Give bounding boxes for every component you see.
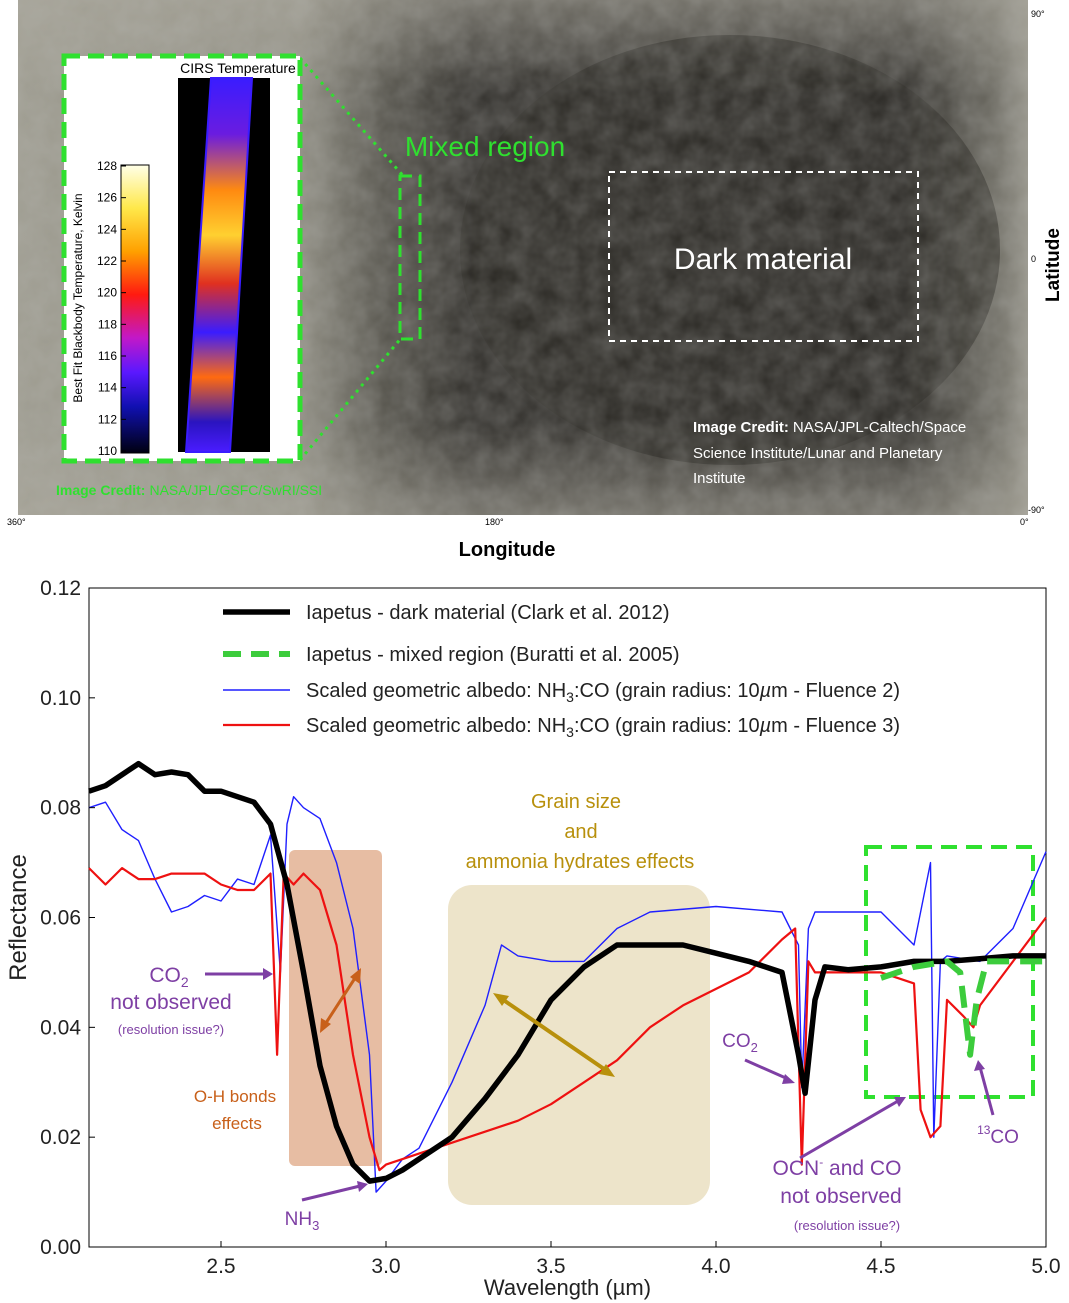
colorbar-tick-label: 122 [97,254,117,268]
lat-tick-0: 0 [1031,254,1036,264]
co2-not-observed-label-2: not observed [110,991,231,1014]
map-panel: Dark material Mixed region CIRS Temperat… [7,0,1064,561]
latitude-label: Latitude [1043,228,1064,302]
nh3-arrow [301,1184,361,1202]
colorbar-ticks: 128 126 124 122 120 118 116 114 112 110 [97,159,126,458]
ocn-arrowhead [894,1097,906,1107]
annotation-arrows [205,968,995,1202]
co13-arrow [978,1066,995,1116]
colorbar-tick-label: 116 [98,349,117,363]
series-layer [88,760,1047,1193]
oh-bonds-label-2: effects [212,1114,262,1133]
map-credit-line-3: Institute [693,470,746,487]
nh3-arrowhead [357,1181,368,1192]
zoom-line-top [298,57,407,179]
legend-label: Iapetus - dark material (Clark et al. 20… [306,602,670,624]
co2-arrowhead [263,968,273,980]
grain-size-label-1: Grain size [531,791,621,813]
ocn-arrow [799,1099,899,1160]
map-credit-line-2: Science Institute/Lunar and Planetary [693,445,943,462]
lat-tick-minus90: -90° [1028,505,1045,515]
longitude-label: Longitude [459,539,556,561]
x-axis-label: Wavelength (µm) [484,1275,651,1300]
colorbar-tick-label: 118 [98,317,117,331]
co2-band-arrow [744,1058,789,1081]
inset-title: CIRS Temperature [180,60,296,76]
y-tick-label: 0.10 [40,687,81,710]
dark-material-box [608,171,919,342]
colorbar-tick-label: 124 [97,222,117,236]
grain-size-arrowhead-left [493,993,509,1006]
series-line-3 [88,796,1047,1193]
grain-size-label-2: and [564,821,597,843]
colorbar-tick-label: 128 [97,159,117,173]
cirs-temperature-strip [184,77,254,453]
colorbar-tick-label: 110 [98,444,117,458]
inset-credit: Image Credit: NASA/JPL/GSFC/SwRI/SSI [56,482,322,498]
map-credit-line-1: Image Credit: NASA/JPL-Caltech/Space [693,419,966,436]
mixed-region-box [398,174,422,341]
legend: Iapetus - dark material (Clark et al. 20… [223,602,900,740]
oh-bonds-label-1: O-H bonds [194,1087,276,1106]
inset-ylabel: Best Fit Blackbody Temperature, Kelvin [71,193,85,402]
x-tick-label: 4.0 [701,1255,730,1278]
nh3-label: NH3 [285,1209,320,1233]
series-line-1 [88,760,1046,1184]
legend-label: Iapetus - mixed region (Buratti et al. 2… [306,644,680,666]
colorbar-tick-label: 120 [97,286,117,300]
lon-tick-0: 0° [1020,517,1029,527]
legend-label: Scaled geometric albedo: NH3:CO (grain r… [306,680,900,705]
dark-material-label: Dark material [674,243,852,276]
y-tick-label: 0.08 [40,797,81,820]
legend-label: Scaled geometric albedo: NH3:CO (grain r… [306,715,900,740]
co2-band-arrowhead [782,1074,795,1084]
oh-bonds-arrowhead-down [320,1018,331,1033]
lat-tick-90: 90° [1031,9,1045,19]
x-tick-label: 5.0 [1031,1255,1060,1278]
y-tick-label: 0.00 [40,1236,81,1259]
zoom-line-bottom [298,336,404,461]
y-tick-label: 0.12 [40,577,81,600]
co2-band-label: CO2 [722,1031,758,1055]
lon-tick-180: 180° [485,517,504,527]
axis-layer: 2.5 3.0 3.5 4.0 4.5 5.0 0.00 0.02 0.04 0.06 0.08 0.… [5,577,1061,1300]
x-tick-label: 2.5 [206,1255,235,1278]
series-line-2 [880,958,1046,1058]
grain-size-region [448,885,710,1205]
y-tick-label: 0.06 [40,907,81,930]
x-tick-label: 4.5 [866,1255,895,1278]
oh-bonds-arrow [322,974,359,1027]
colorbar-tick-label: 112 [98,412,117,426]
grain-size-arrowhead-right [599,1064,615,1077]
resolution-issue-label-2: (resolution issue?) [794,1218,900,1233]
mixed-region-label: Mixed region [405,131,565,162]
resolution-issue-label: (resolution issue?) [118,1022,224,1037]
ocn-label-2: not observed [780,1185,901,1208]
co2-not-observed-label: CO2 [149,964,189,990]
colorbar-tick-label: 126 [97,191,117,205]
y-tick-label: 0.04 [40,1016,81,1039]
co13-arrowhead [974,1060,985,1071]
x-tick-label: 3.0 [371,1255,400,1278]
y-tick-label: 0.02 [40,1126,81,1149]
x-tick-label: 3.5 [536,1255,565,1278]
oh-bonds-arrowhead-up [350,968,361,984]
spectrum-chart: 2.5 3.0 3.5 4.0 4.5 5.0 0.00 0.02 0.04 0.06 0.08 0.… [5,577,1061,1300]
co13-label: 13CO [977,1123,1019,1148]
grain-size-label-3: ammonia hydrates effects [466,851,695,873]
y-axis-label: Reflectance [5,854,32,981]
series-line-4 [88,866,1047,1172]
lon-tick-360: 360° [7,517,26,527]
inset-colorbar [120,164,150,454]
ocn-label-1: OCN- and CO [773,1155,902,1180]
colorbar-tick-label: 114 [98,381,117,395]
grain-size-arrow [500,997,609,1073]
